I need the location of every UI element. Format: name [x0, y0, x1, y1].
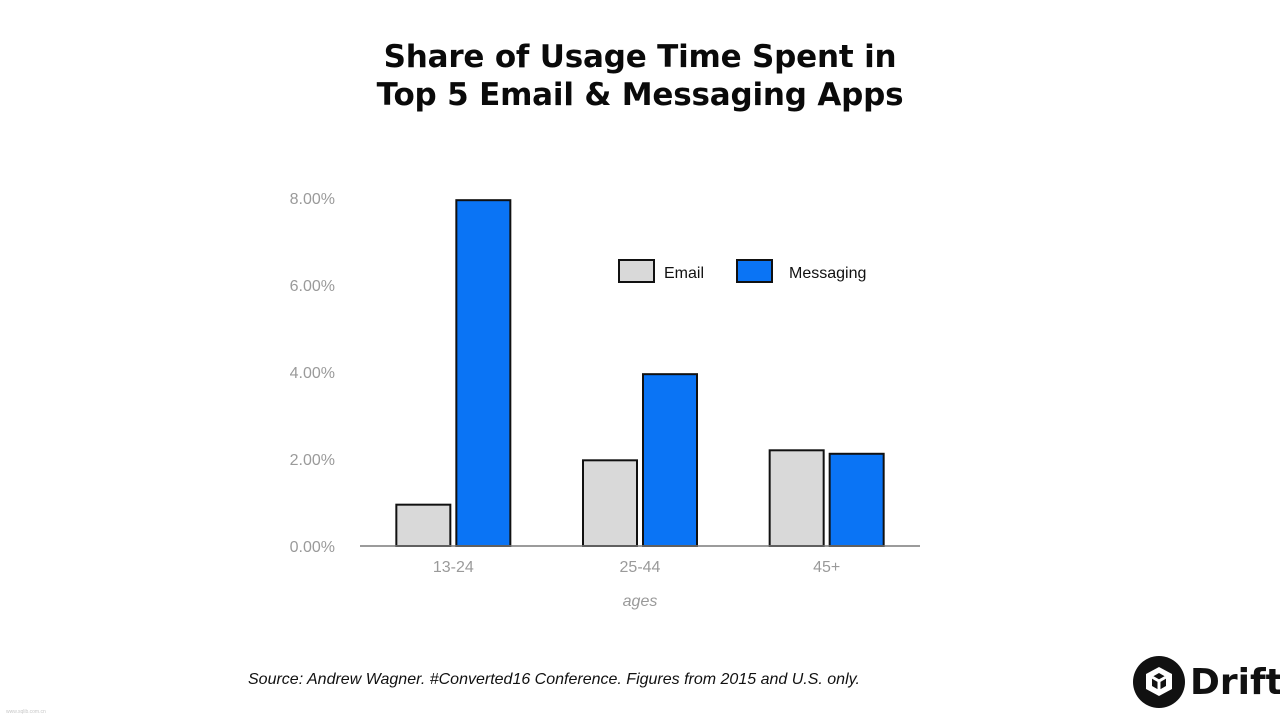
- bar-email-13-24: [395, 503, 452, 547]
- chart-title-line-2: Top 5 Email & Messaging Apps: [376, 77, 904, 113]
- drift-logo: Drift: [1132, 655, 1280, 711]
- bar-messaging-45+: [828, 452, 885, 547]
- legend-label-email: Email: [664, 265, 704, 282]
- source-note: Source: Andrew Wagner. #Converted16 Conf…: [248, 671, 860, 688]
- y-tick-label: 2.00%: [290, 452, 335, 469]
- bar-email-25-44: [582, 459, 638, 547]
- y-tick-label: 8.00%: [290, 191, 335, 208]
- x-tick-label: 13-24: [433, 559, 474, 576]
- legend-swatch-messaging: [736, 259, 773, 283]
- bar-messaging-25-44: [642, 373, 698, 547]
- y-tick-label: 0.00%: [290, 539, 335, 556]
- legend-label-messaging: Messaging: [789, 265, 866, 282]
- bar-email-45+: [768, 449, 825, 547]
- chart-title-line-1: Share of Usage Time Spent in: [383, 39, 897, 75]
- x-tick-label: 45+: [813, 559, 840, 576]
- y-tick-label: 4.00%: [290, 365, 335, 382]
- drift-cube-icon: [1133, 656, 1185, 708]
- bar-messaging-13-24: [455, 199, 512, 548]
- x-axis-label: ages: [623, 593, 658, 610]
- drift-brand-name: Drift: [1190, 662, 1280, 703]
- chart-title: Share of Usage Time Spent in Top 5 Email…: [0, 38, 1280, 114]
- legend-swatch-email: [618, 259, 655, 283]
- x-tick-label: 25-44: [620, 559, 661, 576]
- watermark: www.sqlib.com.cn: [6, 709, 46, 715]
- y-tick-label: 6.00%: [290, 278, 335, 295]
